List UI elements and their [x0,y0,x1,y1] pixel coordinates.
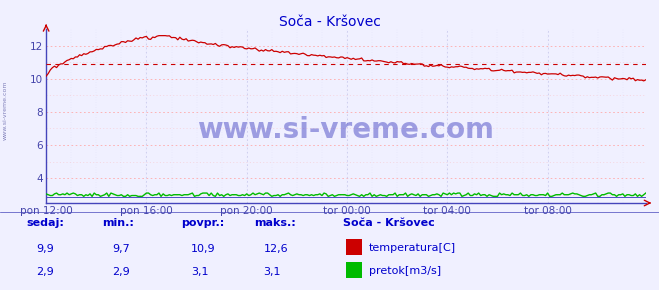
Text: maks.:: maks.: [254,218,295,228]
Text: 9,7: 9,7 [112,244,130,254]
Text: 3,1: 3,1 [191,267,209,278]
Text: pretok[m3/s]: pretok[m3/s] [369,266,441,276]
Text: temperatura[C]: temperatura[C] [369,243,456,253]
Text: 2,9: 2,9 [112,267,130,278]
Text: Soča - Kršovec: Soča - Kršovec [279,14,380,28]
Text: www.si-vreme.com: www.si-vreme.com [198,116,494,144]
Text: 3,1: 3,1 [264,267,281,278]
Text: 12,6: 12,6 [264,244,288,254]
Text: 9,9: 9,9 [36,244,54,254]
Text: 2,9: 2,9 [36,267,54,278]
Text: sedaj:: sedaj: [26,218,64,228]
Text: min.:: min.: [102,218,134,228]
Text: Soča - Kršovec: Soča - Kršovec [343,218,434,228]
Text: povpr.:: povpr.: [181,218,225,228]
Text: www.si-vreme.com: www.si-vreme.com [3,80,8,140]
Text: 10,9: 10,9 [191,244,215,254]
